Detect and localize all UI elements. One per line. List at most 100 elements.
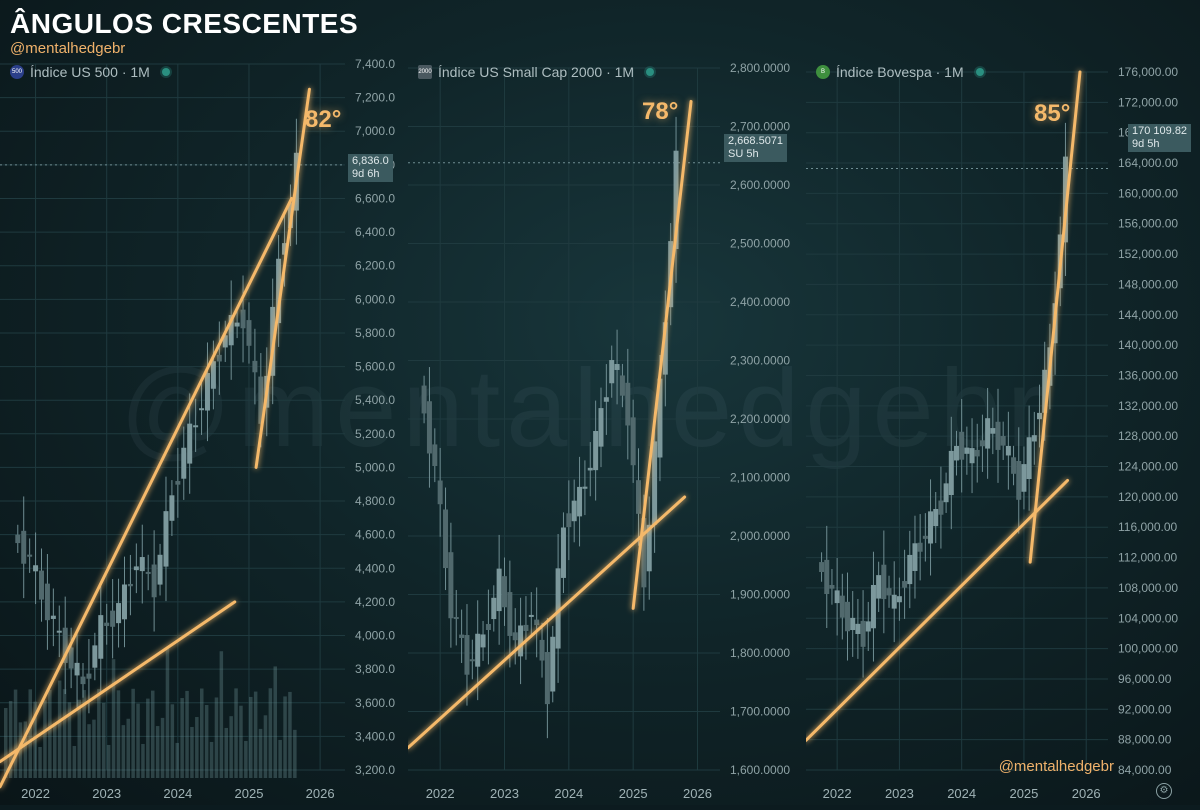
volume-bar	[165, 648, 170, 778]
volume-bar	[136, 703, 140, 778]
candle-body	[979, 440, 985, 447]
candle-body	[839, 595, 845, 618]
candle-body	[157, 554, 163, 585]
chart-panel-bovespa[interactable]: B Índice Bovespa · 1M 176,000.00 172,000.…	[804, 58, 1200, 805]
candle-body	[534, 619, 540, 626]
chart-svg[interactable]: 176,000.00172,000.00168,000.00164,000.00…	[804, 58, 1200, 805]
y-tick-label: 6,400.0	[355, 225, 395, 239]
volume-bar	[249, 696, 253, 778]
y-tick-label: 2,000.0000	[730, 529, 790, 543]
volume-bar	[160, 717, 165, 778]
candle-body	[216, 354, 222, 362]
candle-body	[496, 568, 502, 612]
chart-svg[interactable]: 2,800.0000 2,700.0000 2,600.0000 2,500.0000…	[406, 58, 808, 805]
candle-body	[15, 534, 21, 544]
y-tick-label: 6,600.0	[355, 191, 395, 205]
page-title: ÂNGULOS CRESCENTES	[10, 8, 359, 39]
trendline	[0, 196, 294, 789]
angle-label: 85°	[1034, 100, 1071, 127]
y-tick-label: 5,600.0	[355, 360, 395, 374]
candle-body	[891, 594, 897, 609]
volume-bar	[28, 689, 32, 778]
candle-body	[163, 511, 169, 567]
volume-bar	[92, 719, 96, 778]
candle-body	[917, 542, 923, 552]
x-tick-label: 2022	[823, 786, 852, 801]
volume-bar	[53, 723, 57, 778]
trendline	[254, 87, 311, 469]
y-tick-label: 148,000.00	[1118, 277, 1178, 291]
y-tick-label: 164,000.00	[1118, 156, 1178, 170]
candle-body	[432, 444, 438, 467]
y-tick-label: 84,000.00	[1118, 763, 1172, 777]
volume-bar	[77, 699, 81, 778]
angle-label: 78°	[642, 98, 679, 125]
candle-body	[145, 571, 151, 574]
volume-bar	[175, 742, 179, 778]
y-tick-label: 4,200.0	[355, 595, 395, 609]
candle-body	[964, 447, 970, 454]
candle-body	[928, 511, 934, 544]
y-tick-label: 2,100.0000	[730, 471, 790, 485]
y-tick-label: 88,000.00	[1118, 733, 1172, 747]
candle-body	[896, 596, 902, 603]
volume-bar	[214, 697, 219, 778]
volume-bar	[195, 717, 199, 778]
candle-body	[1005, 445, 1011, 456]
y-tick-label: 104,000.00	[1118, 611, 1178, 625]
volume-bar	[278, 739, 282, 778]
volume-bar	[8, 701, 13, 778]
candle-body	[625, 382, 631, 426]
trendline	[0, 600, 237, 764]
candle-body	[104, 622, 110, 626]
volume-bar	[204, 704, 209, 778]
volume-bar	[43, 700, 47, 778]
y-tick-label: 1,700.0000	[730, 705, 790, 719]
author-handle: @mentalhedgebr	[10, 40, 126, 57]
candle-body	[922, 535, 928, 539]
chart-panel-us500[interactable]: 500 Índice US 500 · 1M 7,400.0 7,200.0 7,0…	[0, 57, 410, 805]
volume-bar	[48, 689, 52, 778]
volume-bar	[23, 721, 28, 778]
price-tag: 170 109.82 9d 5h	[1128, 124, 1192, 152]
y-tick-label: 7,400.0	[355, 58, 395, 71]
y-tick-label: 7,200.0	[355, 91, 395, 105]
settings-gear-icon[interactable]: ⚙	[1156, 783, 1172, 799]
candle-body	[27, 554, 33, 557]
candle-body	[448, 552, 454, 619]
candle-body	[234, 322, 240, 327]
price-tag: 2,668.5071 SU 5h	[724, 134, 788, 162]
volume-bar	[131, 688, 135, 778]
candle-body	[86, 673, 92, 679]
y-tick-label: 116,000.00	[1118, 520, 1177, 534]
status-dot-icon	[646, 68, 655, 76]
chart-svg[interactable]: 7,400.07,200.07,000.06,800.06,600.06,400…	[0, 57, 410, 805]
candle-body	[673, 150, 679, 250]
price-tag-sub: 9d 5h	[1132, 138, 1160, 150]
x-tick-label: 2025	[1009, 786, 1038, 801]
y-tick-label: 5,400.0	[355, 393, 395, 407]
candle-body	[933, 508, 939, 527]
candle-body	[902, 581, 908, 588]
y-tick-label: 5,200.0	[355, 427, 395, 441]
candle-body	[139, 557, 145, 572]
candle-body	[571, 500, 577, 522]
candle-body	[1021, 464, 1027, 492]
chart-panel-smallcap2000[interactable]: 2000 Índice US Small Cap 2000 · 1M 2,800…	[406, 58, 808, 805]
candle-body	[593, 430, 599, 471]
candle-body	[116, 603, 122, 624]
candle-body	[110, 610, 116, 627]
y-tick-label: 7,000.0	[355, 124, 395, 138]
candle-body	[222, 335, 228, 348]
y-tick-label: 140,000.00	[1118, 338, 1178, 352]
candle-body	[948, 450, 954, 496]
candle-body	[44, 583, 50, 621]
candle-body	[169, 495, 175, 521]
candle-body	[485, 624, 491, 630]
volume-bar	[121, 725, 126, 778]
candle-body	[614, 364, 620, 370]
candle-body	[50, 615, 56, 619]
candle-body	[943, 483, 949, 503]
volume-bar	[253, 691, 258, 778]
x-tick-label: 2023	[92, 786, 121, 801]
